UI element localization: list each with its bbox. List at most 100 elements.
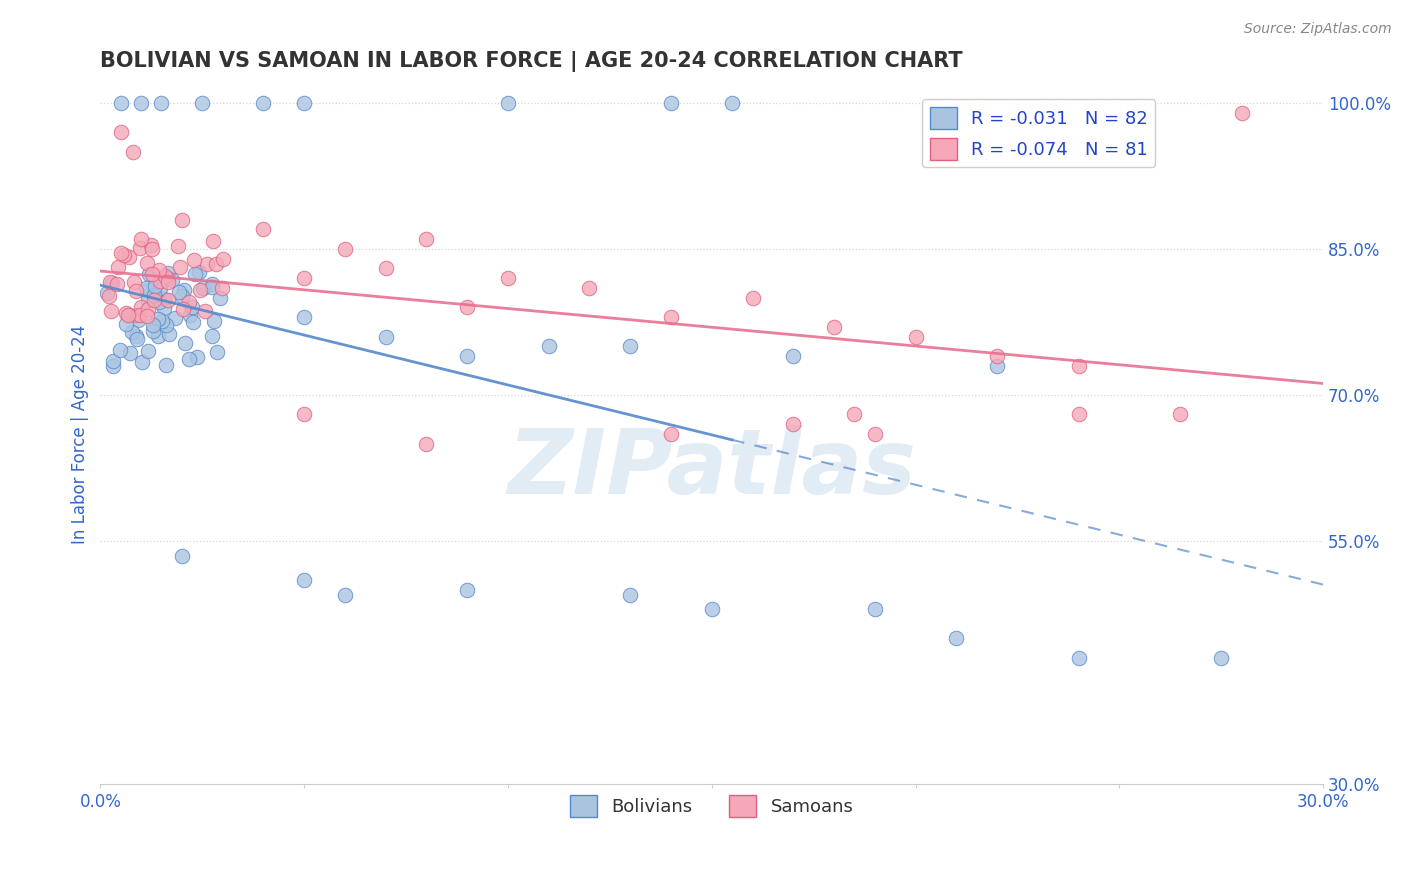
Point xyxy=(179,294,201,309)
Point xyxy=(136,256,159,270)
Point xyxy=(945,632,967,646)
Point xyxy=(121,326,143,340)
Point xyxy=(456,301,478,315)
Point xyxy=(127,312,149,326)
Point xyxy=(415,232,437,246)
Point xyxy=(986,349,1008,363)
Point xyxy=(150,95,173,110)
Point xyxy=(172,301,194,316)
Point xyxy=(169,260,191,275)
Point xyxy=(456,582,478,597)
Point xyxy=(292,573,315,587)
Point xyxy=(537,339,560,353)
Point xyxy=(103,359,125,373)
Point xyxy=(110,95,132,110)
Point xyxy=(173,283,195,297)
Point xyxy=(117,308,139,322)
Point xyxy=(157,266,180,280)
Point xyxy=(1067,650,1090,665)
Point xyxy=(142,318,165,332)
Point xyxy=(125,328,148,343)
Point xyxy=(186,350,208,364)
Point xyxy=(823,319,845,334)
Point xyxy=(201,277,224,291)
Point xyxy=(863,602,886,616)
Point xyxy=(844,408,866,422)
Point xyxy=(200,279,222,293)
Point xyxy=(193,281,215,295)
Point xyxy=(143,288,166,302)
Point xyxy=(125,332,148,346)
Point xyxy=(157,275,180,289)
Point xyxy=(129,95,152,110)
Point xyxy=(181,301,204,315)
Point xyxy=(118,250,141,264)
Point xyxy=(204,313,226,327)
Point xyxy=(619,588,641,602)
Point xyxy=(184,267,207,281)
Point xyxy=(101,276,124,290)
Point xyxy=(188,283,211,297)
Point xyxy=(156,293,179,307)
Point xyxy=(211,281,233,295)
Point xyxy=(188,265,211,279)
Point xyxy=(135,281,157,295)
Point xyxy=(1230,105,1253,120)
Point xyxy=(374,329,396,343)
Point xyxy=(1211,650,1233,665)
Point xyxy=(1170,408,1192,422)
Point xyxy=(129,232,152,246)
Point xyxy=(205,345,228,359)
Point xyxy=(136,344,159,359)
Point xyxy=(863,426,886,441)
Point xyxy=(782,417,804,432)
Point xyxy=(107,260,129,275)
Point xyxy=(179,351,201,366)
Point xyxy=(152,301,174,315)
Point xyxy=(292,408,315,422)
Point xyxy=(118,346,141,360)
Point xyxy=(155,318,177,333)
Point xyxy=(146,328,169,343)
Point xyxy=(496,271,519,285)
Point xyxy=(170,212,193,227)
Point xyxy=(659,310,682,324)
Point xyxy=(252,95,274,110)
Y-axis label: In Labor Force | Age 20-24: In Labor Force | Age 20-24 xyxy=(72,325,89,543)
Point xyxy=(208,291,231,305)
Point xyxy=(138,283,160,297)
Point xyxy=(98,289,121,303)
Point xyxy=(333,588,356,602)
Point xyxy=(141,242,163,256)
Point xyxy=(374,261,396,276)
Point xyxy=(149,272,172,286)
Point xyxy=(96,286,118,301)
Text: Source: ZipAtlas.com: Source: ZipAtlas.com xyxy=(1244,22,1392,37)
Point xyxy=(172,289,194,303)
Point xyxy=(173,335,195,350)
Point xyxy=(782,349,804,363)
Point xyxy=(110,245,132,260)
Point xyxy=(152,292,174,306)
Point xyxy=(98,276,121,290)
Point xyxy=(131,355,153,369)
Point xyxy=(659,426,682,441)
Point xyxy=(155,358,177,372)
Point xyxy=(145,290,167,304)
Point xyxy=(191,95,214,110)
Point xyxy=(100,304,122,318)
Point xyxy=(292,310,315,324)
Point xyxy=(986,359,1008,373)
Point xyxy=(149,274,172,288)
Point xyxy=(136,309,159,323)
Point xyxy=(114,317,136,331)
Point xyxy=(114,305,136,319)
Point xyxy=(1067,408,1090,422)
Point xyxy=(122,275,145,289)
Point xyxy=(124,285,146,299)
Point xyxy=(148,294,170,309)
Point xyxy=(456,349,478,363)
Point xyxy=(578,281,600,295)
Point xyxy=(292,271,315,285)
Point xyxy=(156,271,179,285)
